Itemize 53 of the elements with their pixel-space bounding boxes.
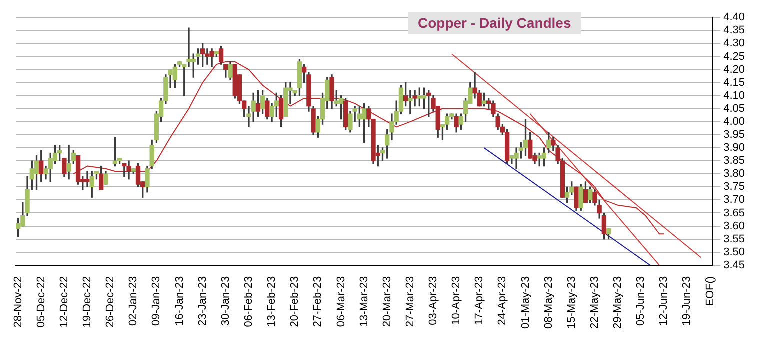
x-tick-label: 22-May-23 (588, 276, 601, 329)
x-tick-label: 24-Apr-23 (496, 276, 509, 326)
x-tick-label: 06-Mar-23 (335, 276, 348, 328)
x-tick-label: EOF() (704, 276, 716, 306)
y-tick-label: 4.15 (724, 76, 746, 89)
y-tick-label: 3.50 (724, 246, 746, 258)
x-tick-label: 15-May-23 (566, 276, 578, 329)
y-tick-label: 4.25 (724, 50, 746, 63)
y-tick-label: 3.90 (724, 142, 746, 154)
x-tick-label: 19-Dec-22 (82, 276, 94, 328)
y-tick-label: 3.75 (724, 181, 746, 194)
x-tick-label: 30-Jan-23 (220, 276, 232, 326)
y-tick-label: 4.00 (724, 116, 746, 128)
x-tick-label: 02-Jan-23 (128, 276, 140, 326)
x-tick-label: 05-Dec-22 (35, 276, 48, 328)
y-tick-label: 3.55 (724, 233, 746, 246)
chart-title: Copper - Daily Candles (408, 12, 582, 34)
x-tick-label: 23-Jan-23 (196, 276, 209, 326)
x-tick-label: 13-Mar-23 (358, 276, 370, 328)
x-tick-label: 28-Nov-22 (12, 276, 24, 328)
y-tick-label: 3.65 (724, 207, 746, 220)
x-tick-label: 29-May-23 (612, 276, 624, 329)
y-tick-label: 4.20 (724, 64, 746, 76)
x-tick-label: 27-Feb-23 (312, 276, 324, 328)
x-tick-label: 17-Apr-23 (474, 276, 486, 326)
y-tick-label: 3.70 (724, 194, 746, 206)
y-tick-label: 4.30 (724, 38, 746, 50)
x-tick-label: 16-Jan-23 (174, 276, 186, 326)
x-tick-label: 12-Jun-23 (658, 276, 670, 326)
y-tick-label: 3.85 (724, 155, 746, 168)
x-tick-label: 19-Jun-23 (681, 276, 694, 326)
y-tick-label: 3.60 (724, 220, 746, 232)
x-tick-label: 26-Dec-22 (104, 276, 117, 328)
x-tick-label: 27-Mar-23 (404, 276, 416, 328)
y-tick-label: 4.40 (724, 12, 746, 24)
x-tick-label: 05-Jun-23 (635, 276, 648, 326)
x-tick-label: 20-Mar-23 (381, 276, 394, 328)
y-tick-label: 3.80 (724, 168, 746, 180)
y-tick-label: 4.10 (724, 90, 746, 102)
x-tick-label: 13-Feb-23 (266, 276, 278, 328)
y-tick-label: 4.35 (724, 24, 746, 37)
y-tick-label: 3.45 (724, 259, 746, 272)
x-tick-label: 06-Feb-23 (242, 276, 255, 328)
candlestick (408, 90, 413, 114)
x-tick-label: 08-May-23 (542, 276, 555, 329)
x-tick-label: 12-Dec-22 (58, 276, 70, 328)
x-tick-label: 03-Apr-23 (428, 276, 440, 326)
x-tick-label: 09-Jan-23 (150, 276, 163, 326)
x-tick-label: 20-Feb-23 (289, 276, 302, 328)
y-tick-label: 4.05 (724, 102, 746, 115)
x-tick-label: 10-Apr-23 (450, 276, 463, 326)
x-tick-label: 01-May-23 (520, 276, 532, 329)
y-tick-label: 3.95 (724, 129, 746, 142)
